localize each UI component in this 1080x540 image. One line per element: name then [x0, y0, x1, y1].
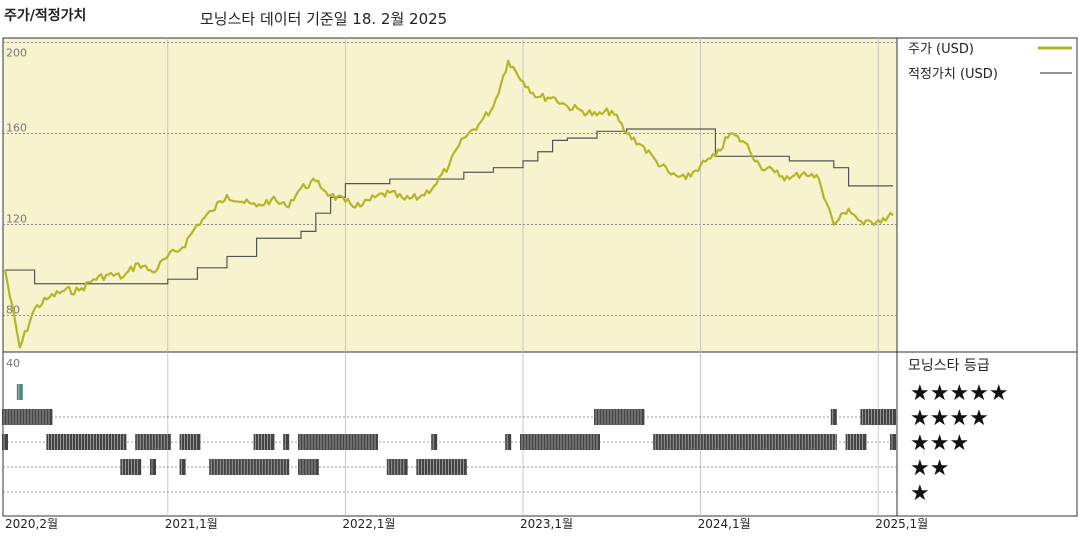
rating-period-bar	[2, 434, 8, 450]
chart-frame	[2, 37, 1078, 517]
rating-period-bar	[298, 459, 319, 475]
outer-frame	[2, 37, 1078, 517]
rating-period-bar	[253, 434, 275, 450]
gridlines	[3, 38, 897, 516]
rating-period-bar	[890, 434, 896, 450]
rating-stars-2: ★★	[910, 456, 949, 481]
rating-period-bar	[386, 459, 408, 475]
rating-period-bar	[845, 434, 867, 450]
price-line	[3, 59, 894, 349]
x-tick-label: 2021,1월	[165, 517, 218, 531]
fair-value-series	[5, 128, 893, 285]
fair-value-line	[5, 128, 893, 285]
x-tick-label: 2020,2월	[5, 517, 58, 531]
rating-period-bar	[505, 434, 512, 450]
rating-period-bar	[283, 434, 290, 450]
y-tick-label: 160	[6, 122, 27, 135]
rating-period-bar	[2, 409, 53, 425]
rating-period-bar	[416, 459, 467, 475]
rating-period-bar	[120, 459, 142, 475]
legend-fair-value-label: 적정가치 (USD)	[908, 67, 998, 82]
y-tick-label: 120	[6, 213, 27, 226]
rating-period-bar	[830, 409, 837, 425]
rating-y-max-label: 40	[6, 357, 20, 370]
plot-background	[3, 38, 897, 352]
rating-period-bar	[431, 434, 438, 450]
x-tick-label: 2024,1월	[698, 517, 751, 531]
rating-period-bar	[179, 459, 186, 475]
rating-period-bar	[179, 434, 201, 450]
rating-title: 모닝스타 등급	[908, 358, 990, 374]
rating-stars-5: ★★★★★	[910, 381, 1009, 406]
rating-period-bar	[594, 409, 645, 425]
price-series	[3, 59, 894, 349]
rating-period-bar	[860, 409, 896, 425]
x-tick-label: 2025,1월	[875, 517, 928, 531]
x-tick-label: 2022,1월	[342, 517, 395, 531]
chart-title: 주가/적정가치	[4, 8, 87, 24]
rating-stars-3: ★★★	[910, 431, 969, 456]
y-tick-label: 200	[6, 47, 27, 60]
data-date-subtitle: 모닝스타 데이터 기준일 18. 2월 2025	[200, 10, 448, 28]
rating-period-bar	[135, 434, 171, 450]
legend: 주가 (USD) 적정가치 (USD)	[908, 42, 1072, 82]
legend-price-label: 주가 (USD)	[908, 42, 974, 57]
rating-period-bar	[16, 384, 23, 400]
rating-stars-1: ★	[910, 481, 930, 506]
rating-stars-4: ★★★★	[910, 406, 989, 431]
x-tick-label: 2023,1월	[520, 517, 573, 531]
rating-period-bar	[150, 459, 156, 475]
